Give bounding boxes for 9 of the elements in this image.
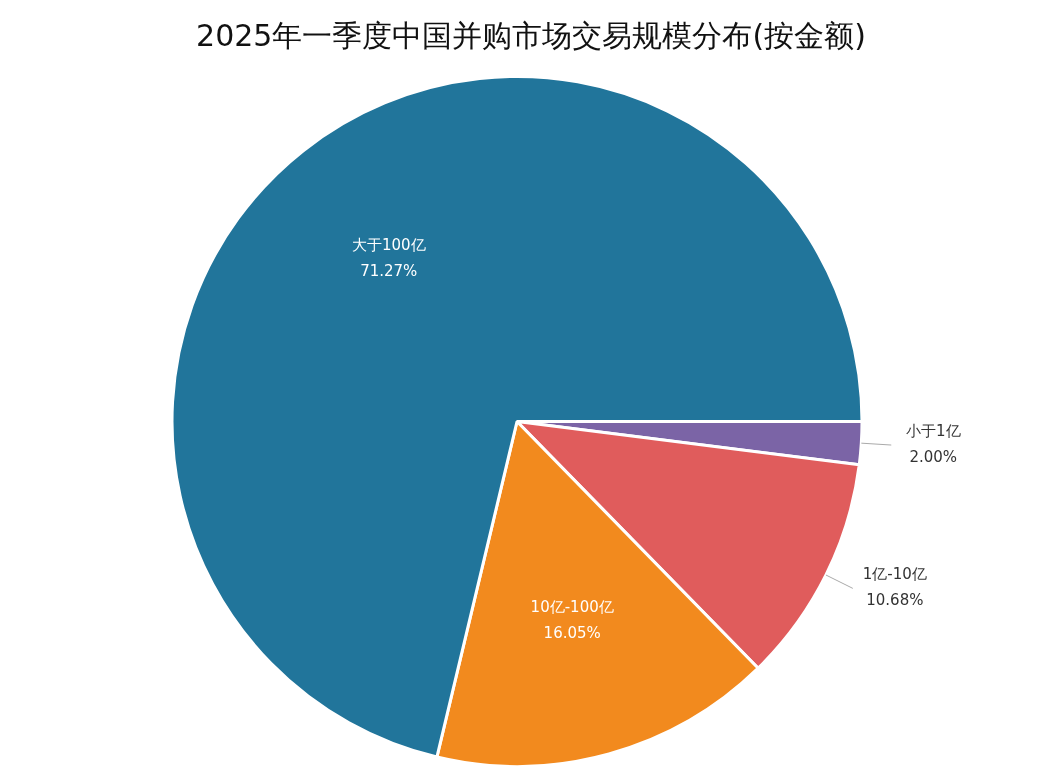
data-label: 71.27% bbox=[360, 261, 418, 280]
slice-label: 10亿-100亿 bbox=[530, 597, 614, 616]
data-label: 2.00% bbox=[909, 447, 958, 466]
chart-title: 2025年一季度中国并购市场交易规模分布(按金额) bbox=[195, 17, 867, 55]
slice-label: 小于1亿 bbox=[905, 421, 961, 440]
slice-label: 1亿-10亿 bbox=[862, 565, 927, 584]
slice-label: 大于100亿 bbox=[351, 235, 426, 254]
data-label: 16.05% bbox=[543, 623, 601, 642]
data-label: 10.68% bbox=[866, 591, 924, 610]
